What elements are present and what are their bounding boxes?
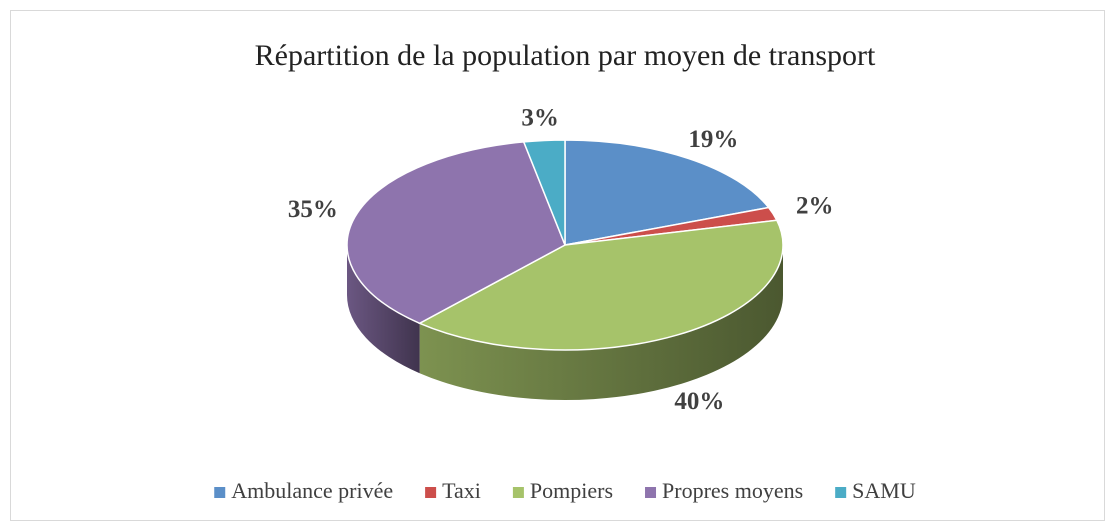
slice — [417, 219, 784, 351]
legend-marker — [835, 487, 847, 498]
legend-marker — [214, 487, 226, 498]
legend-label: Pompiers — [530, 478, 613, 503]
slice — [346, 141, 566, 325]
legend-label: Taxi — [442, 478, 481, 503]
legend-label: Ambulance privée — [231, 478, 393, 503]
chart-title: Répartition de la population par moyen d… — [255, 39, 876, 72]
legend-label: SAMU — [852, 478, 916, 503]
data-label: 2% — [796, 192, 834, 219]
data-label: 35% — [288, 196, 338, 223]
legend-marker — [645, 487, 657, 498]
slice-side — [347, 245, 420, 374]
slice-side — [419, 245, 783, 401]
data-label: 40% — [674, 388, 724, 415]
slice — [522, 139, 566, 246]
legend-marker — [512, 487, 524, 498]
data-label: 3% — [521, 104, 559, 131]
legend-label: Propres moyens — [662, 478, 803, 503]
legend-marker — [425, 487, 437, 498]
data-label: 19% — [688, 126, 738, 153]
slice — [564, 139, 771, 246]
